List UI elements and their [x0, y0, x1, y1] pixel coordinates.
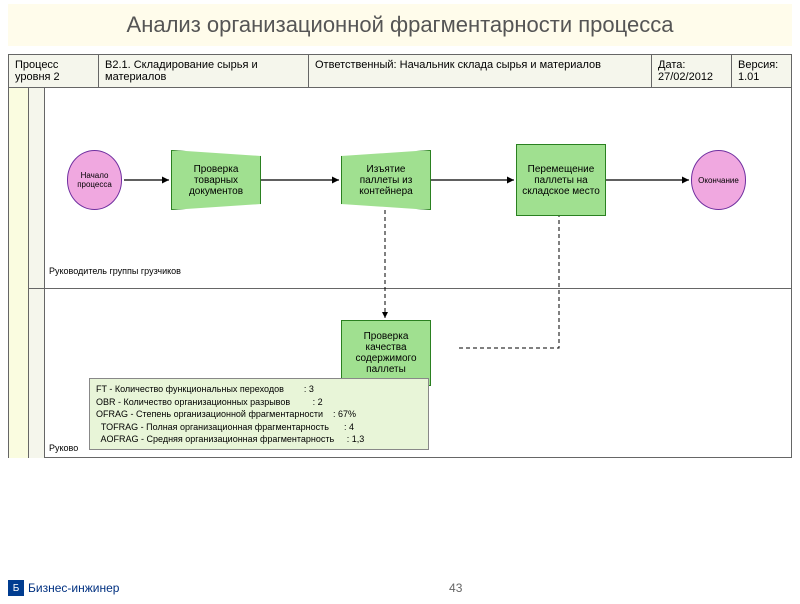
- metric-ft: FT - Количество функциональных переходов…: [96, 383, 422, 396]
- node-check-docs: Проверка товарных документов: [171, 150, 261, 210]
- swimlane-col-2: [29, 88, 45, 458]
- brand-label: Бизнес-инжинер: [28, 581, 119, 595]
- node-extract-pallet: Изъятие паллеты из контейнера: [341, 150, 431, 210]
- node-end: Окончание: [691, 150, 746, 210]
- node-quality-check: Проверка качества содержимого паллеты: [341, 320, 431, 386]
- hdr-process-name: В2.1. Складирование сырья и материалов: [99, 55, 309, 88]
- node-start: Начало процесса: [67, 150, 122, 210]
- lane-label-1: Руководитель группы грузчиков: [49, 266, 181, 276]
- footer: Б Бизнес-инжинер 43: [8, 580, 792, 596]
- page-number: 43: [119, 581, 792, 595]
- hdr-date: Дата:27/02/2012: [652, 55, 732, 88]
- metric-tofrag: TOFRAG - Полная организационная фрагмент…: [96, 421, 422, 434]
- metric-obr: OBR - Количество организационных разрыво…: [96, 396, 422, 409]
- lane-label-2: Руково: [49, 443, 78, 453]
- metric-aofrag: AOFRAG - Средняя организационная фрагмен…: [96, 433, 422, 446]
- metrics-box: FT - Количество функциональных переходов…: [89, 378, 429, 450]
- lane-divider: [29, 288, 791, 289]
- node-move-pallet: Перемещение паллеты на складское место: [516, 144, 606, 216]
- logo-icon: Б: [8, 580, 24, 596]
- metric-ofrag: OFRAG - Степень организационной фрагмент…: [96, 408, 422, 421]
- page-title: Анализ организационной фрагментарности п…: [8, 4, 792, 46]
- swimlane-col-1: [9, 88, 29, 458]
- hdr-process-level: Процесс уровня 2: [9, 55, 99, 88]
- header-table: Процесс уровня 2 В2.1. Складирование сыр…: [8, 54, 792, 88]
- diagram: Руководитель группы грузчиков Руково Нач…: [8, 88, 792, 458]
- hdr-version: Версия:1.01: [732, 55, 792, 88]
- hdr-responsible: Ответственный: Начальник склада сырья и …: [309, 55, 652, 88]
